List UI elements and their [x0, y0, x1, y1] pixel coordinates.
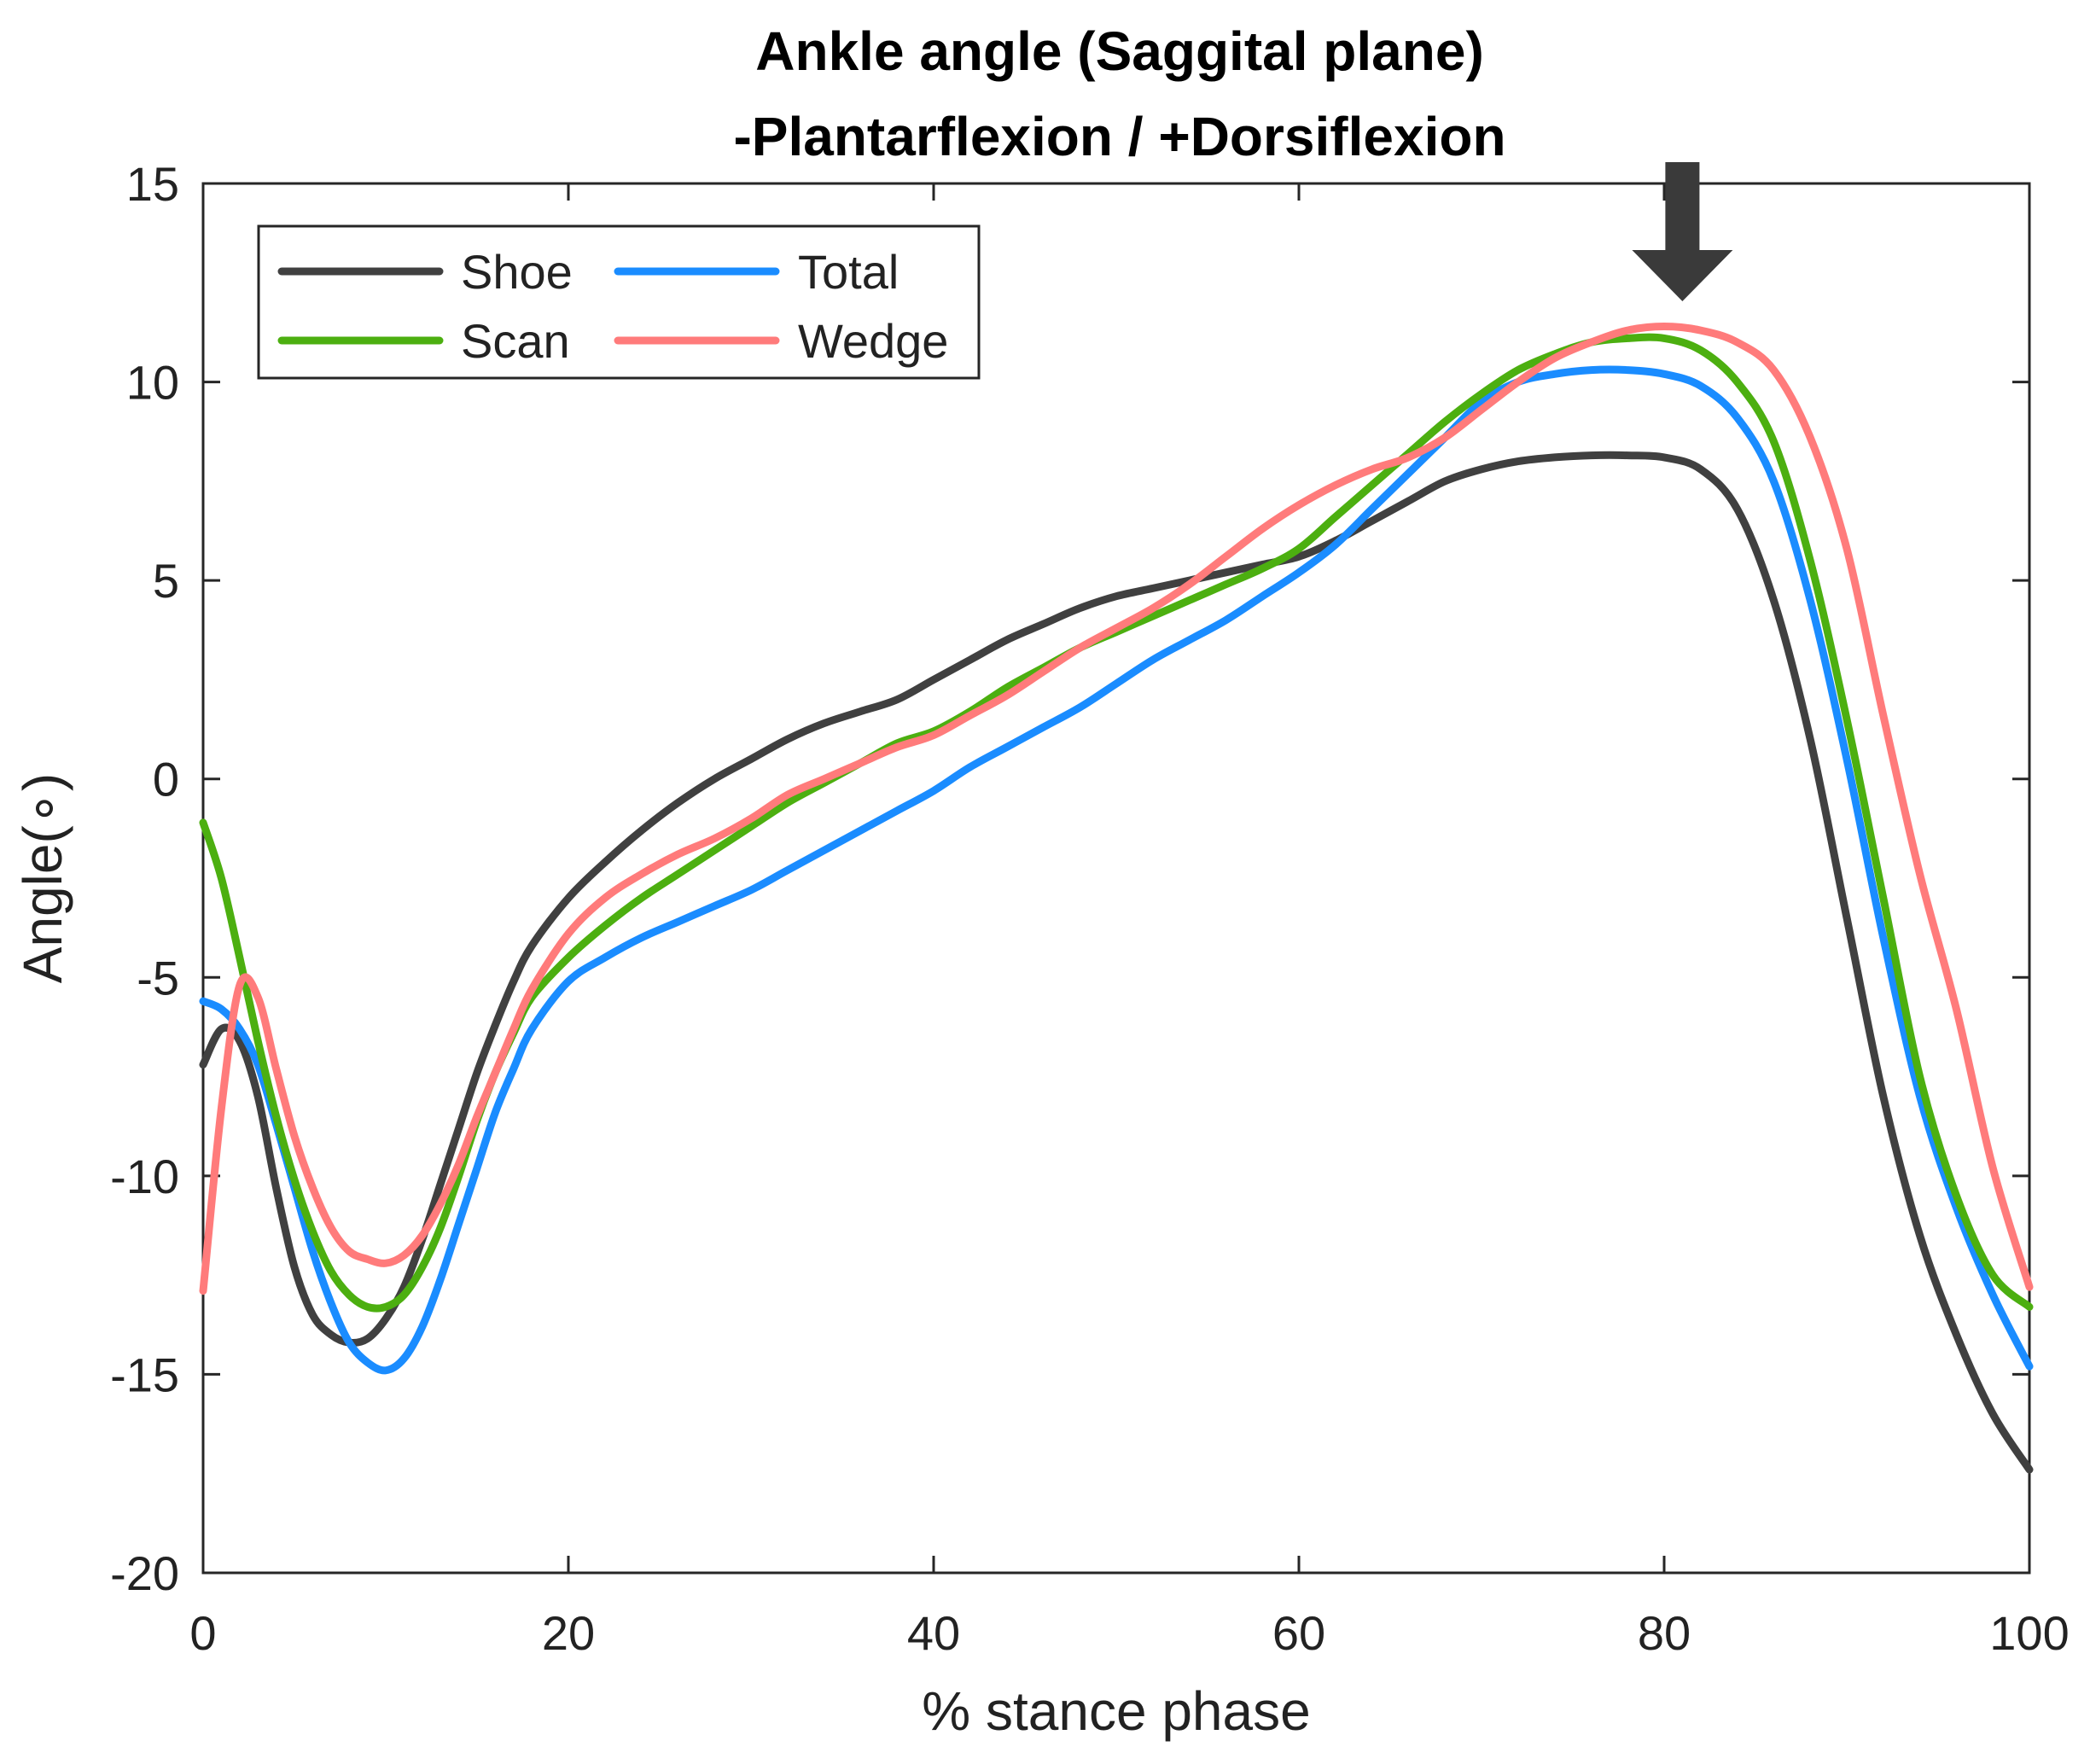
y-axis: 15 10 5 0 -5 -10 -15 -20 — [110, 157, 2029, 1600]
x-axis-label: % stance phase — [922, 1680, 1310, 1742]
x-tick-label: 80 — [1638, 1606, 1691, 1660]
chart-title-line1: Ankle angle (Saggital plane) — [755, 20, 1484, 82]
series-line-scan — [199, 333, 2034, 1313]
series-line-wedge — [199, 323, 2034, 1295]
y-tick-label: -5 — [137, 951, 179, 1004]
y-axis-label: Angle(∘) — [12, 773, 73, 983]
series-line-shoe — [199, 451, 2034, 1474]
legend-label-scan: Scan — [461, 314, 570, 368]
x-tick-label: 0 — [189, 1606, 216, 1660]
x-tick-label: 20 — [542, 1606, 595, 1660]
legend-label-wedge: Wedge — [798, 314, 948, 368]
series-lines — [199, 323, 2034, 1474]
x-tick-label: 60 — [1272, 1606, 1325, 1660]
y-tick-label: 15 — [126, 157, 179, 211]
y-tick-label: 5 — [153, 554, 179, 608]
legend-label-total: Total — [798, 245, 899, 299]
x-tick-label: 100 — [1989, 1606, 2069, 1660]
y-tick-label: -20 — [110, 1546, 179, 1600]
down-arrow-shape — [1632, 162, 1733, 301]
y-tick-label: -15 — [110, 1348, 179, 1401]
legend-box — [257, 224, 981, 380]
x-tick-label: 40 — [907, 1606, 960, 1660]
series-line-total — [199, 365, 2034, 1375]
legend: Shoe Total Scan Wedge — [257, 224, 981, 380]
x-axis: 0 20 40 60 80 100 — [189, 183, 2070, 1660]
legend-label-shoe: Shoe — [461, 245, 573, 299]
down-arrow-icon — [1632, 162, 1733, 301]
chart-title-line2: -Plantarflexion / +Dorsiflexion — [733, 106, 1505, 167]
y-tick-label: -10 — [110, 1150, 179, 1203]
plot-area — [201, 182, 2031, 1575]
y-tick-label: 0 — [153, 753, 179, 806]
y-tick-label: 10 — [126, 356, 179, 410]
